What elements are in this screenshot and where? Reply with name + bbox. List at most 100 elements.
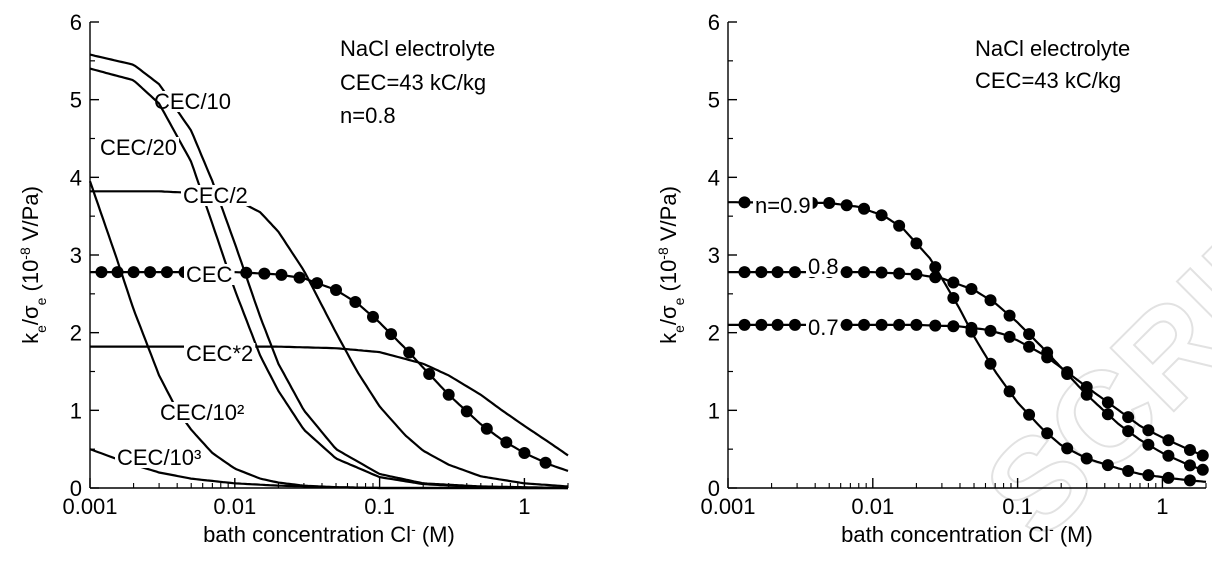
y-tick-label: 1	[70, 398, 82, 423]
series-line-6	[89, 448, 568, 490]
y-axis-label-part: e	[671, 325, 687, 333]
series-label: 0.7	[808, 315, 839, 340]
x-axis-label-sup: -	[411, 521, 416, 537]
data-point	[929, 319, 942, 332]
y-axis-label-part: e	[671, 297, 687, 305]
y-axis-label-part: -8	[17, 247, 33, 260]
data-point	[771, 318, 784, 331]
data-point	[1023, 340, 1036, 353]
data-point	[258, 267, 271, 280]
x-tick-label: 0.01	[851, 494, 894, 519]
y-tick-label: 0	[708, 476, 720, 501]
x-axis-label: bath concentration Cl- (M)	[841, 521, 1093, 547]
data-point	[95, 266, 108, 279]
series-line-2	[90, 190, 569, 488]
y-tick-label: 2	[708, 321, 720, 346]
data-point	[275, 268, 288, 281]
data-point	[1023, 408, 1036, 421]
data-point	[738, 318, 751, 331]
data-point	[240, 266, 253, 279]
data-point	[1101, 396, 1114, 409]
series-line-1	[89, 67, 568, 490]
data-point	[330, 283, 343, 296]
data-point	[1041, 427, 1054, 440]
y-axis-label-part: (10	[656, 260, 681, 298]
y-tick-label: 5	[70, 88, 82, 113]
data-point	[1142, 438, 1155, 451]
data-point	[1101, 408, 1114, 421]
data-point	[755, 318, 768, 331]
series-label-bg	[98, 137, 180, 158]
data-point	[293, 271, 306, 284]
data-point	[500, 436, 513, 449]
data-point	[1183, 474, 1196, 487]
data-point	[858, 266, 871, 279]
y-axis-label-part: /σ	[18, 305, 43, 325]
x-axis-label-main: bath concentration Cl	[841, 522, 1049, 547]
y-tick-label: 6	[708, 10, 720, 35]
data-point	[771, 266, 784, 279]
data-point	[738, 196, 751, 209]
watermark-text: SCRIPT	[957, 124, 1212, 564]
data-point	[893, 219, 906, 232]
data-point	[929, 271, 942, 284]
data-point	[840, 318, 853, 331]
data-point	[1080, 452, 1093, 465]
y-axis-label-part: k	[18, 332, 43, 344]
x-axis-label-unit: (M)	[416, 522, 455, 547]
data-point	[984, 294, 997, 307]
x-tick-label: 0.001	[700, 494, 755, 519]
data-point	[460, 405, 473, 418]
y-axis-label-part: k	[656, 332, 681, 344]
series-label-bg	[115, 447, 204, 468]
series-label-bg	[184, 343, 256, 364]
data-point	[1196, 463, 1209, 476]
data-point	[984, 324, 997, 337]
y-tick-label: 3	[708, 243, 720, 268]
y-tick-label: 0	[70, 476, 82, 501]
data-point	[423, 368, 436, 381]
series-label: n=0.9	[755, 193, 811, 218]
series-label-bg	[181, 185, 250, 206]
series-label: CEC/10³	[117, 445, 201, 470]
series-label: 0.8	[808, 254, 839, 279]
data-point	[893, 318, 906, 331]
x-tick-label: 1	[1156, 494, 1168, 519]
x-tick-label: 1	[518, 494, 530, 519]
data-point	[1183, 459, 1196, 472]
data-point	[929, 261, 942, 274]
series-line-4	[90, 345, 569, 457]
series-label: CEC/20	[100, 135, 177, 160]
series-label: CEC/10²	[160, 400, 244, 425]
data-point	[947, 320, 960, 333]
data-point	[442, 388, 455, 401]
y-axis-label-part: /σ	[656, 305, 681, 325]
data-point	[1061, 366, 1074, 379]
data-point	[840, 199, 853, 212]
data-point	[1142, 424, 1155, 437]
data-point	[1003, 330, 1016, 343]
x-tick-label: 0.1	[1002, 494, 1033, 519]
data-point	[947, 276, 960, 289]
data-point	[840, 266, 853, 279]
data-point	[1196, 449, 1209, 462]
y-tick-label: 3	[70, 243, 82, 268]
y-axis-label: ke/σe (10-8 V/Pa)	[17, 186, 49, 344]
annotation-text: n=0.8	[340, 103, 396, 128]
x-axis-label-unit: (M)	[1054, 522, 1093, 547]
data-point	[144, 266, 157, 279]
data-point	[858, 318, 871, 331]
right-chart-panel: 0 1 2 3 4 5 6 0.001 0.01 0.1 1 bath concentration C…	[655, 10, 1209, 547]
y-tick-label: 4	[708, 165, 720, 190]
data-point	[875, 209, 888, 222]
annotation-text: NaCl electrolyte	[340, 36, 495, 61]
x-tick-label: 0.01	[213, 494, 256, 519]
data-point	[823, 196, 836, 209]
annotation-text: NaCl electrolyte	[975, 36, 1130, 61]
data-point	[1003, 309, 1016, 322]
data-point	[1023, 328, 1036, 341]
y-axis-label: ke/σe (10-8 V/Pa)	[655, 186, 687, 344]
data-point	[1162, 434, 1175, 447]
data-point	[858, 202, 871, 215]
